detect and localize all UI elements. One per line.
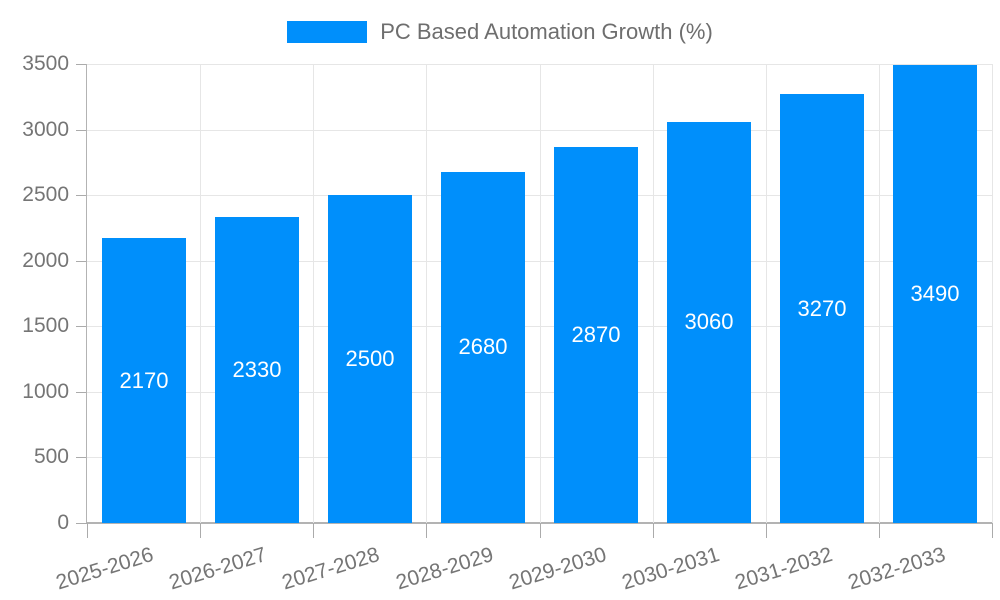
gridline-vertical	[313, 64, 315, 523]
y-axis-tick-label: 2500	[22, 183, 69, 207]
x-axis-tick	[426, 523, 428, 538]
y-axis-tick-label: 3000	[22, 117, 69, 141]
gridline-vertical	[200, 64, 202, 523]
y-axis-tick-label: 1000	[22, 379, 69, 403]
gridline-vertical	[426, 64, 428, 523]
x-axis-tick	[652, 523, 654, 538]
y-axis-line	[86, 64, 87, 523]
bar-value-label: 2170	[119, 367, 169, 393]
x-axis-tick	[87, 523, 88, 538]
x-axis-category-label: 2025-2026	[0, 543, 157, 594]
legend-color-swatch	[287, 21, 368, 43]
bar-value-label: 3270	[797, 295, 847, 321]
x-axis-category-label-text: 2025-2026	[53, 543, 157, 595]
y-axis-tick-label: 3500	[22, 52, 69, 75]
chart-legend: PC Based Automation Growth (%)	[0, 20, 1000, 44]
y-axis-tick	[76, 260, 87, 262]
x-axis-category-label-text: 2026-2027	[166, 543, 270, 595]
x-axis-category-label: 2032-2033	[0, 543, 948, 594]
y-axis-tick	[76, 195, 87, 197]
bar-value-label: 2330	[232, 357, 282, 383]
y-axis-tick	[76, 326, 87, 328]
y-axis-tick-label: 0	[57, 511, 69, 534]
bar-value-label: 2680	[458, 334, 508, 360]
x-axis-category-label: 2030-2031	[0, 543, 722, 594]
bar-value-label: 3060	[684, 309, 734, 335]
y-axis-tick	[76, 391, 87, 393]
legend-item[interactable]: PC Based Automation Growth (%)	[287, 20, 713, 44]
y-axis-tick	[76, 523, 87, 524]
bar[interactable]: 2500	[328, 195, 412, 523]
bar-value-label: 2870	[571, 321, 621, 347]
y-axis-tick	[76, 64, 87, 65]
y-axis-tick	[76, 129, 87, 131]
bar[interactable]: 2680	[441, 171, 525, 523]
bar-value-label: 2500	[345, 346, 395, 372]
x-axis-category-label-text: 2032-2033	[845, 543, 949, 595]
x-axis-category-label-text: 2030-2031	[619, 543, 722, 595]
bar[interactable]: 2870	[554, 146, 638, 523]
gridline-vertical	[765, 64, 767, 523]
x-axis-category-label-text: 2029-2030	[506, 543, 609, 595]
gridline-vertical	[539, 64, 541, 523]
x-axis-tick	[539, 523, 541, 538]
bar[interactable]: 3270	[780, 94, 864, 523]
gridline-vertical	[878, 64, 880, 523]
bar[interactable]: 2170	[102, 238, 186, 523]
x-axis-category-label: 2031-2032	[0, 543, 835, 594]
x-axis-category-label: 2027-2028	[0, 543, 383, 594]
gridline-vertical	[992, 64, 993, 523]
x-axis-tick	[878, 523, 880, 538]
bar-value-label: 3490	[910, 281, 960, 307]
y-axis-tick-label: 500	[33, 445, 69, 469]
bar[interactable]: 3060	[667, 121, 751, 523]
x-axis-category-label: 2026-2027	[0, 543, 270, 594]
x-axis-category-label: 2028-2029	[0, 543, 496, 594]
legend-series-label: PC Based Automation Growth (%)	[380, 19, 713, 44]
gridline-vertical	[652, 64, 654, 523]
x-axis-tick	[313, 523, 315, 538]
bar[interactable]: 2330	[215, 217, 299, 523]
x-axis-tick	[765, 523, 767, 538]
y-axis-tick	[76, 457, 87, 459]
x-axis-category-label: 2029-2030	[0, 543, 609, 594]
x-axis-category-label-text: 2028-2029	[392, 543, 496, 595]
x-axis-tick	[200, 523, 202, 538]
y-axis-tick-label: 2000	[22, 248, 69, 272]
y-axis-tick-label: 1500	[22, 314, 69, 338]
x-axis-tick	[992, 523, 993, 538]
x-axis-category-label-text: 2031-2032	[732, 543, 836, 595]
x-axis-category-label-text: 2027-2028	[279, 543, 383, 595]
bar[interactable]: 3490	[893, 65, 977, 523]
